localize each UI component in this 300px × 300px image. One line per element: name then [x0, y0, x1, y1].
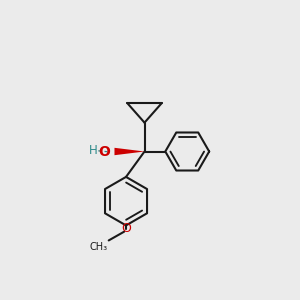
Text: H: H [88, 144, 97, 157]
Text: CH₃: CH₃ [89, 242, 108, 252]
Text: O: O [121, 222, 131, 236]
Text: O: O [98, 145, 110, 158]
Polygon shape [115, 148, 145, 155]
